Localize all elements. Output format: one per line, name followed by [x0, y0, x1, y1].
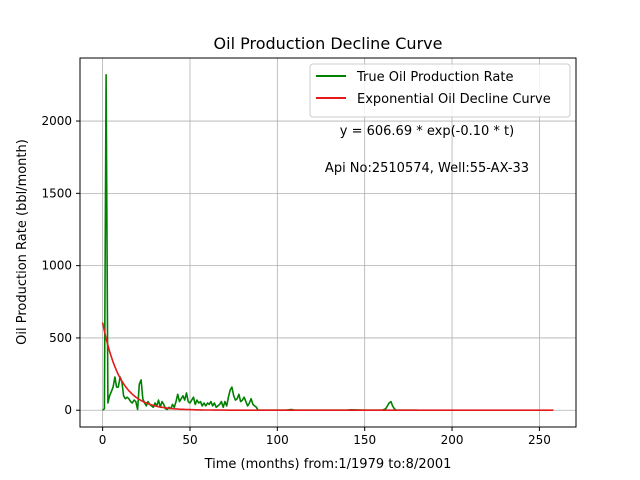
- x-tick-label: 200: [441, 433, 464, 447]
- legend: True Oil Production Rate Exponential Oil…: [309, 63, 571, 118]
- legend-box: [309, 63, 571, 118]
- x-tick-label: 50: [182, 433, 197, 447]
- annotation-well-info: Api No:2510574, Well:55-AX-33: [325, 161, 529, 176]
- annotation-equation: y = 606.69 * exp(-0.10 * t): [340, 124, 514, 139]
- y-tick-label: 1000: [41, 259, 72, 273]
- x-tick-label: 250: [528, 433, 551, 447]
- legend-label-true-rate: True Oil Production Rate: [356, 70, 513, 85]
- series-layer: [101, 74, 554, 412]
- plot-area: [80, 58, 576, 427]
- chart-title: Oil Production Decline Curve: [214, 34, 443, 53]
- plot-frame: [79, 57, 577, 428]
- x-axis-label: Time (months) from:1/1979 to:8/2001: [204, 457, 452, 472]
- y-axis-label: Oil Production Rate (bbl/month): [15, 139, 30, 345]
- y-tick-label: 500: [49, 331, 72, 345]
- y-tick-label: 0: [64, 403, 72, 417]
- x-tick-label: 0: [99, 433, 107, 447]
- axis-ticks: 0 50 100 150 200 250 0 500 1000 1500 2000: [41, 114, 550, 447]
- y-tick-label: 2000: [41, 114, 72, 128]
- legend-label-decline-curve: Exponential Oil Decline Curve: [357, 92, 551, 107]
- x-tick-label: 150: [353, 433, 376, 447]
- series-line-exponential-decline-curve: [101, 322, 554, 412]
- y-tick-label: 1500: [41, 186, 72, 200]
- x-tick-label: 100: [266, 433, 289, 447]
